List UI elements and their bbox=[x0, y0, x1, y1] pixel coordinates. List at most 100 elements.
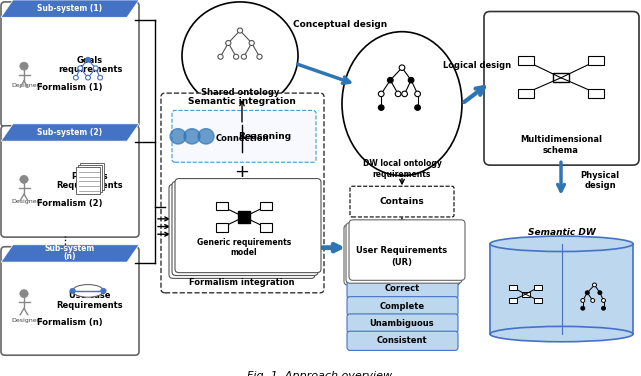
Ellipse shape bbox=[342, 32, 462, 176]
FancyBboxPatch shape bbox=[161, 93, 324, 293]
Circle shape bbox=[97, 75, 103, 80]
Circle shape bbox=[198, 129, 214, 144]
Bar bbox=[76, 167, 100, 194]
Circle shape bbox=[402, 91, 408, 97]
Bar bbox=[518, 88, 534, 98]
Circle shape bbox=[20, 176, 28, 183]
Text: Sub-system (1): Sub-system (1) bbox=[37, 4, 103, 13]
Text: Shared ontology: Shared ontology bbox=[201, 88, 279, 97]
FancyBboxPatch shape bbox=[1, 2, 139, 127]
Text: Process: Process bbox=[72, 172, 108, 181]
Bar bbox=[490, 244, 633, 334]
Text: Formalism integration: Formalism integration bbox=[189, 278, 295, 287]
Circle shape bbox=[78, 66, 83, 70]
Text: Requirements: Requirements bbox=[56, 301, 123, 310]
Circle shape bbox=[581, 306, 585, 310]
Text: Correct: Correct bbox=[385, 285, 420, 293]
Text: Complete: Complete bbox=[379, 302, 424, 311]
Circle shape bbox=[378, 91, 384, 97]
Circle shape bbox=[415, 91, 420, 97]
Text: Conceptual design: Conceptual design bbox=[293, 20, 387, 29]
Circle shape bbox=[378, 105, 384, 111]
FancyBboxPatch shape bbox=[347, 297, 458, 316]
Text: Connection: Connection bbox=[215, 134, 269, 143]
Bar bbox=[509, 298, 517, 303]
FancyBboxPatch shape bbox=[349, 220, 465, 280]
Text: Reasoning: Reasoning bbox=[238, 132, 292, 141]
FancyBboxPatch shape bbox=[350, 186, 454, 217]
Circle shape bbox=[395, 91, 401, 97]
Circle shape bbox=[592, 283, 597, 287]
Text: Sub-system (2): Sub-system (2) bbox=[37, 128, 103, 137]
FancyBboxPatch shape bbox=[200, 123, 284, 154]
FancyBboxPatch shape bbox=[1, 247, 139, 355]
Circle shape bbox=[94, 66, 98, 70]
Circle shape bbox=[233, 54, 238, 59]
Text: Semantic integration: Semantic integration bbox=[188, 97, 296, 106]
FancyBboxPatch shape bbox=[346, 223, 462, 283]
Bar bbox=[588, 88, 604, 98]
Text: +: + bbox=[235, 163, 249, 181]
Bar bbox=[553, 73, 569, 82]
Polygon shape bbox=[1, 124, 139, 141]
Text: Consistent: Consistent bbox=[377, 336, 428, 345]
Polygon shape bbox=[1, 0, 139, 17]
Bar bbox=[509, 285, 517, 290]
FancyBboxPatch shape bbox=[484, 12, 639, 165]
Circle shape bbox=[601, 299, 606, 302]
Text: Designers: Designers bbox=[12, 199, 43, 204]
Circle shape bbox=[101, 288, 106, 294]
Circle shape bbox=[237, 28, 242, 33]
Bar bbox=[238, 211, 250, 223]
Text: Logical design: Logical design bbox=[443, 61, 511, 70]
Text: Unambiguous: Unambiguous bbox=[370, 319, 435, 328]
FancyBboxPatch shape bbox=[347, 331, 458, 350]
Circle shape bbox=[585, 291, 589, 295]
Circle shape bbox=[399, 65, 405, 70]
Bar bbox=[260, 202, 272, 211]
Bar bbox=[518, 56, 534, 65]
Bar bbox=[522, 292, 529, 297]
FancyBboxPatch shape bbox=[1, 126, 139, 237]
Ellipse shape bbox=[182, 2, 298, 109]
FancyBboxPatch shape bbox=[172, 111, 316, 162]
Circle shape bbox=[184, 129, 200, 144]
Circle shape bbox=[86, 58, 90, 62]
Text: requirements: requirements bbox=[58, 65, 122, 74]
Bar bbox=[216, 223, 228, 232]
Circle shape bbox=[415, 105, 420, 111]
Circle shape bbox=[581, 299, 585, 302]
Circle shape bbox=[408, 77, 414, 83]
Text: (UR): (UR) bbox=[392, 258, 413, 267]
Bar bbox=[535, 285, 542, 290]
Text: Formalism (1): Formalism (1) bbox=[37, 83, 103, 92]
Circle shape bbox=[170, 129, 186, 144]
Bar bbox=[216, 202, 228, 211]
Text: Multidimensional
schema: Multidimensional schema bbox=[520, 135, 602, 155]
Ellipse shape bbox=[490, 326, 633, 342]
Circle shape bbox=[598, 291, 602, 295]
Text: Designers: Designers bbox=[12, 83, 43, 88]
Text: Generic requirements
model: Generic requirements model bbox=[197, 238, 291, 258]
Text: Physical
design: Physical design bbox=[581, 171, 620, 190]
Bar bbox=[80, 163, 104, 190]
FancyBboxPatch shape bbox=[169, 184, 315, 278]
Bar bbox=[260, 223, 272, 232]
Text: Goals: Goals bbox=[77, 56, 103, 65]
Text: Designers: Designers bbox=[12, 318, 43, 323]
Text: (n): (n) bbox=[63, 252, 76, 261]
Circle shape bbox=[70, 288, 76, 294]
Circle shape bbox=[74, 75, 78, 80]
Circle shape bbox=[387, 77, 393, 83]
Text: User Requirements: User Requirements bbox=[356, 246, 447, 255]
Circle shape bbox=[257, 54, 262, 59]
Text: Contains: Contains bbox=[379, 197, 424, 206]
Circle shape bbox=[86, 75, 90, 80]
Text: Fig. 1. Approach overview: Fig. 1. Approach overview bbox=[247, 371, 392, 376]
Circle shape bbox=[591, 299, 595, 302]
Text: Use case: Use case bbox=[69, 291, 111, 300]
FancyBboxPatch shape bbox=[172, 182, 318, 276]
Text: Requirements: Requirements bbox=[56, 181, 123, 190]
Circle shape bbox=[226, 41, 231, 45]
Circle shape bbox=[249, 41, 254, 45]
